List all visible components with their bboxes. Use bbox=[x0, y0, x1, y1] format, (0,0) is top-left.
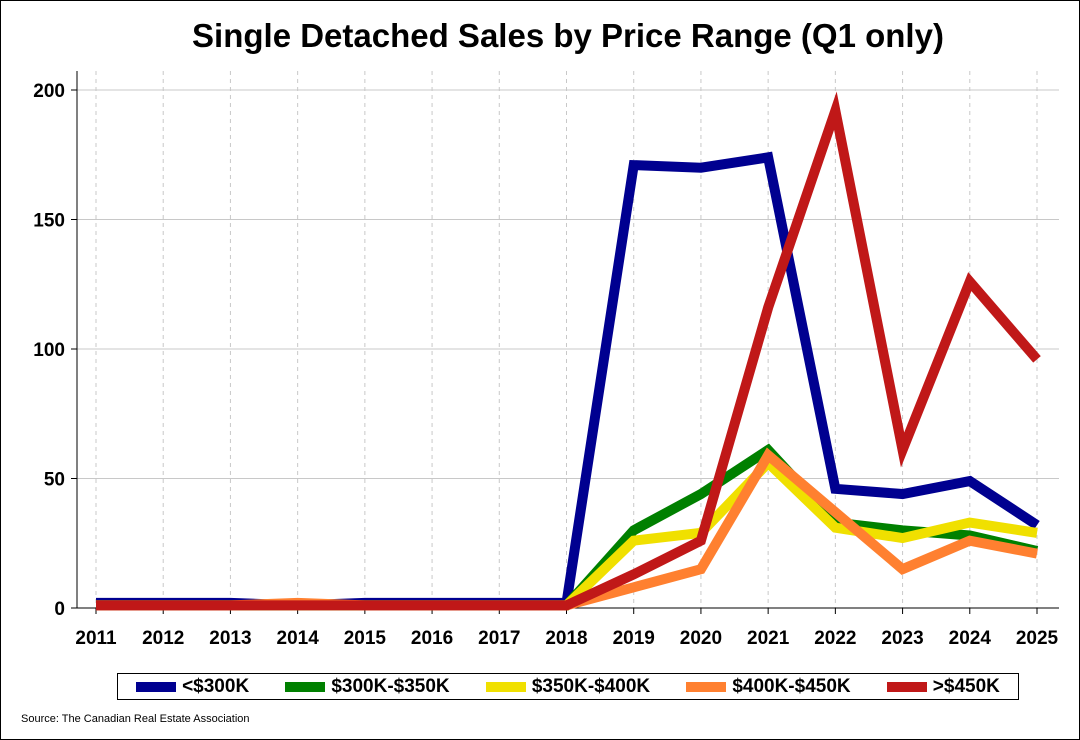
legend-label: $400K-$450K bbox=[732, 675, 851, 697]
x-tick-label: 2015 bbox=[344, 628, 387, 649]
legend-item: $350K-$400K bbox=[485, 675, 651, 698]
y-tick-label: 50 bbox=[44, 470, 65, 491]
legend-swatch bbox=[285, 681, 326, 692]
y-tick-label: 100 bbox=[33, 340, 65, 361]
legend-swatch bbox=[686, 681, 727, 692]
legend-swatch bbox=[485, 681, 526, 692]
y-tick-label: 150 bbox=[33, 211, 65, 232]
legend-swatch bbox=[886, 681, 927, 692]
x-tick-label: 2011 bbox=[75, 628, 117, 649]
x-tick-label: 2012 bbox=[142, 628, 184, 649]
source-note: Source: The Canadian Real Estate Associa… bbox=[21, 713, 250, 725]
legend-item: <$300K bbox=[136, 676, 249, 698]
chart-title: Single Detached Sales by Price Range (Q1… bbox=[192, 17, 944, 54]
legend-item: $400K-$450K bbox=[686, 675, 851, 698]
legend-item: $300K-$350K bbox=[285, 675, 450, 698]
y-tick-label: 200 bbox=[33, 81, 65, 102]
legend-label: <$300K bbox=[182, 675, 250, 697]
x-tick-label: 2013 bbox=[209, 628, 251, 649]
x-tick-label: 2025 bbox=[1016, 628, 1059, 649]
x-tick-label: 2023 bbox=[881, 628, 923, 649]
x-tick-label: 2016 bbox=[411, 628, 453, 649]
x-tick-label: 2019 bbox=[613, 628, 655, 649]
x-tick-label: 2014 bbox=[277, 628, 320, 649]
x-tick-label: 2020 bbox=[680, 628, 722, 649]
legend-label: $350K-$400K bbox=[531, 675, 651, 697]
legend-label: >$450K bbox=[932, 675, 1000, 697]
y-tick-label: 0 bbox=[54, 599, 65, 620]
x-tick-label: 2021 bbox=[747, 628, 790, 649]
x-tick-label: 2018 bbox=[545, 628, 587, 649]
series-line bbox=[96, 91, 1041, 611]
legend-item: >$450K bbox=[886, 675, 1000, 698]
legend-label: $300K-$350K bbox=[331, 675, 450, 697]
legend-swatch bbox=[136, 681, 177, 692]
x-tick-label: 2022 bbox=[814, 628, 856, 649]
x-tick-label: 2017 bbox=[478, 628, 520, 649]
chart-legend: <$300K $300K-$350K $350K-$400K $400K-$450K >… bbox=[117, 673, 1019, 700]
x-tick-label: 2024 bbox=[949, 628, 992, 649]
